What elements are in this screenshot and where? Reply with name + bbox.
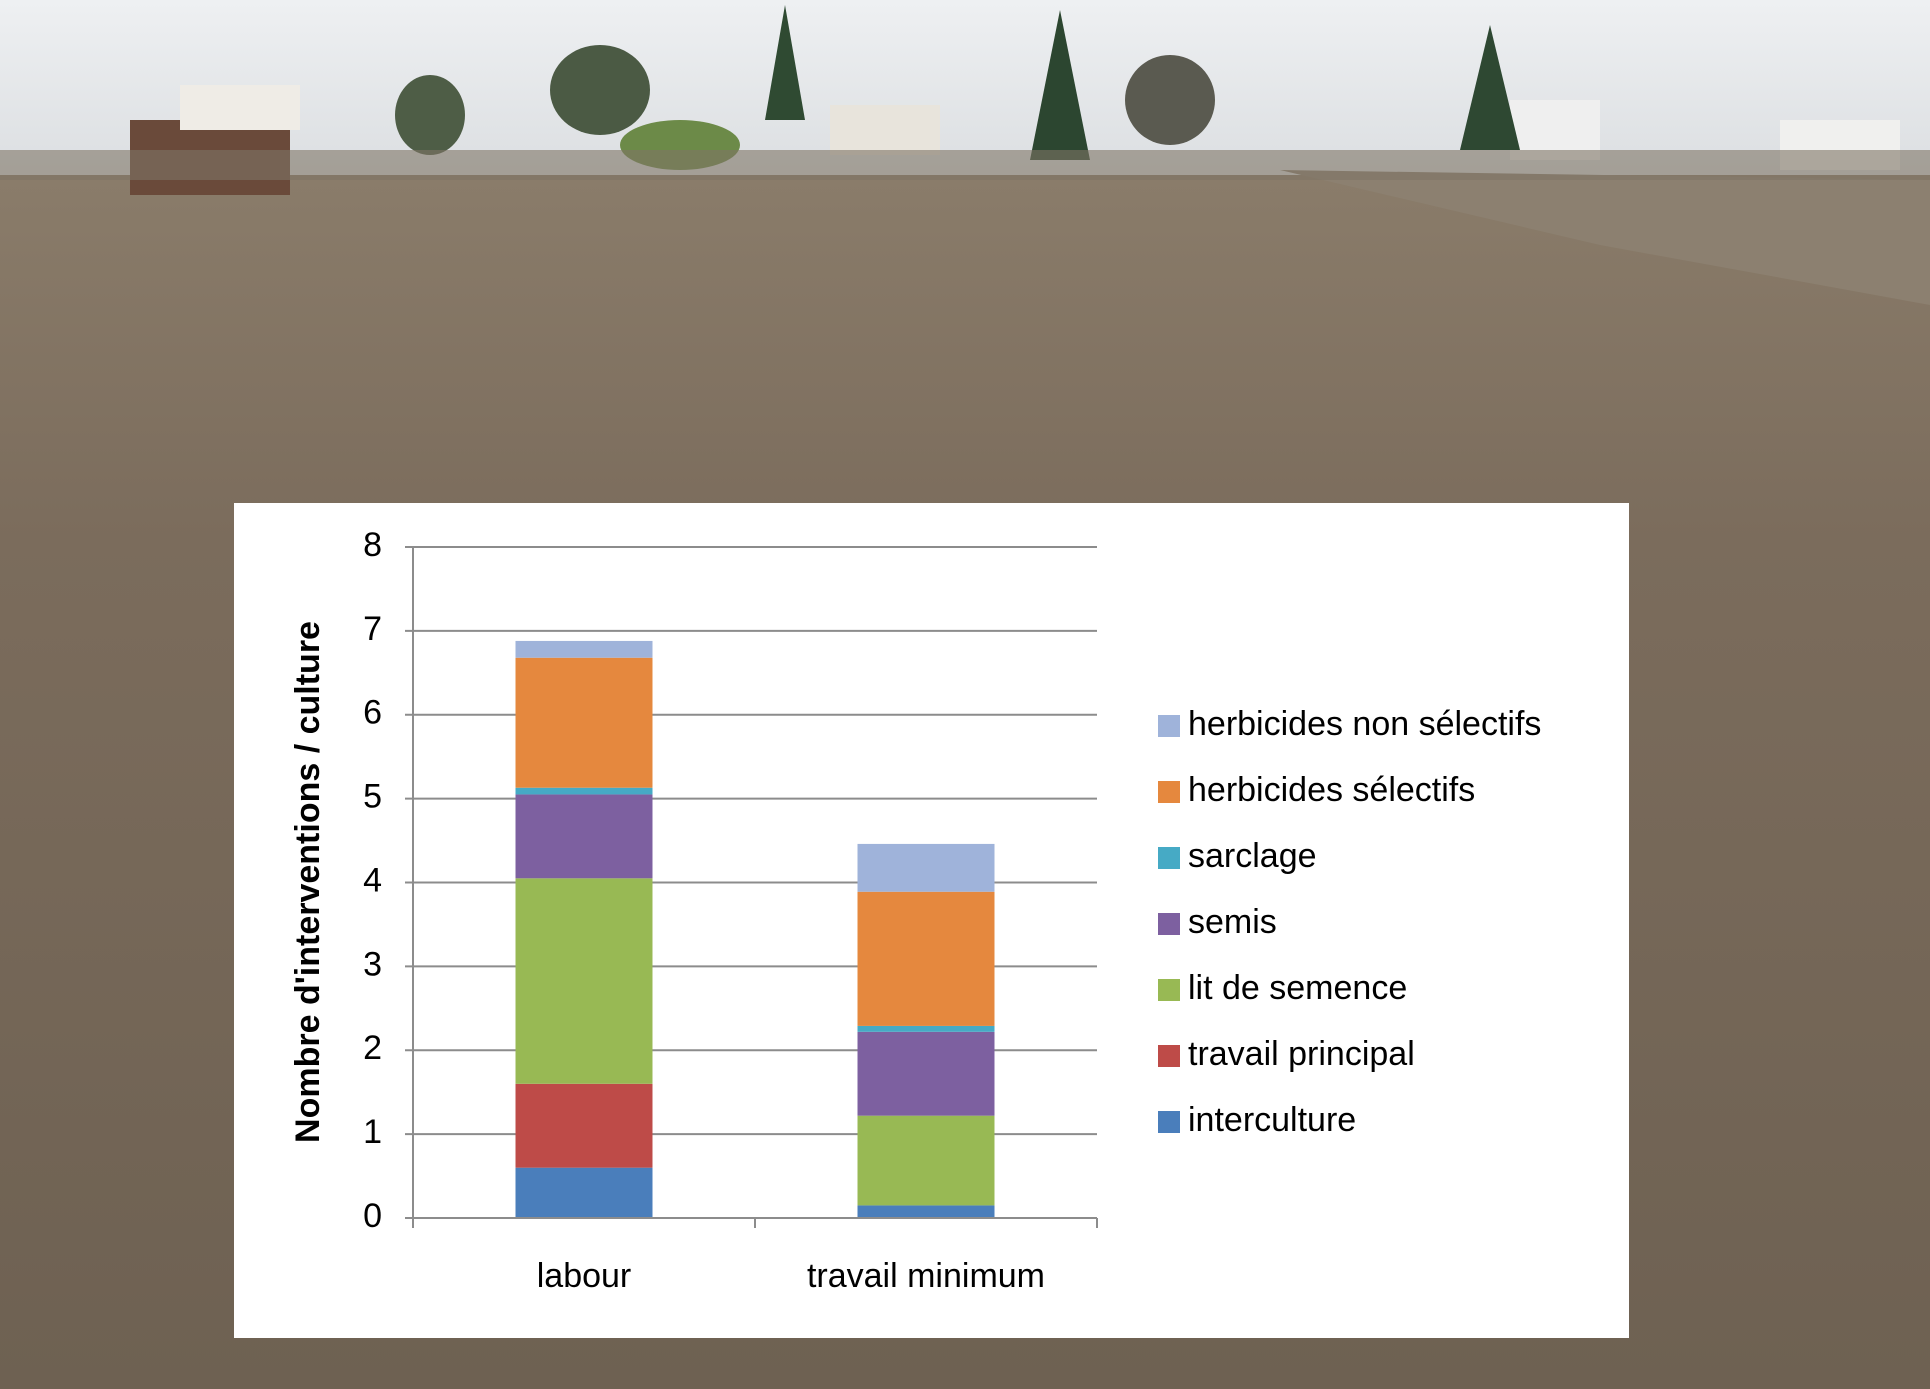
bar-segment <box>858 1032 995 1116</box>
y-tick-label: 7 <box>363 610 382 648</box>
y-tick-label: 8 <box>363 526 382 564</box>
x-tick-label: travail minimum <box>807 1257 1045 1295</box>
legend-label: sarclage <box>1188 837 1317 875</box>
legend-label: semis <box>1188 903 1277 941</box>
bar-segment <box>516 658 653 788</box>
legend-label: travail principal <box>1188 1035 1415 1073</box>
legend-label: herbicides non sélectifs <box>1188 705 1541 743</box>
legend-label: lit de semence <box>1188 969 1407 1007</box>
legend-swatch <box>1158 1045 1180 1067</box>
y-tick-label: 3 <box>363 945 382 983</box>
legend-swatch <box>1158 913 1180 935</box>
bar-segment <box>858 892 995 1026</box>
bar-segment <box>516 788 653 795</box>
y-tick-label: 2 <box>363 1029 382 1067</box>
bar-segment <box>858 1116 995 1206</box>
bar-segment <box>516 1168 653 1218</box>
y-tick-label: 1 <box>363 1113 382 1151</box>
bar-segment <box>516 794 653 878</box>
legend-swatch <box>1158 1111 1180 1133</box>
y-tick-label: 6 <box>363 694 382 732</box>
bar-segment <box>858 844 995 892</box>
bar-segment <box>516 1084 653 1168</box>
legend-label: interculture <box>1188 1101 1356 1139</box>
y-tick-label: 4 <box>363 861 382 899</box>
y-axis-title: Nombre d'interventions / culture <box>289 621 327 1143</box>
y-tick-label: 5 <box>363 778 382 816</box>
page: Nombre d'interventions / culture 0 1 2 3 4 5 6… <box>0 0 1930 1389</box>
x-tick-label: labour <box>537 1257 632 1295</box>
legend-swatch <box>1158 781 1180 803</box>
legend-label: herbicides sélectifs <box>1188 771 1475 809</box>
legend-swatch <box>1158 979 1180 1001</box>
y-tick-label: 0 <box>363 1197 382 1235</box>
legend-swatch <box>1158 715 1180 737</box>
bar-segment <box>516 878 653 1083</box>
bar-segment <box>858 1026 995 1032</box>
bar-segment <box>858 1205 995 1218</box>
legend-swatch <box>1158 847 1180 869</box>
bar-segment <box>516 641 653 658</box>
